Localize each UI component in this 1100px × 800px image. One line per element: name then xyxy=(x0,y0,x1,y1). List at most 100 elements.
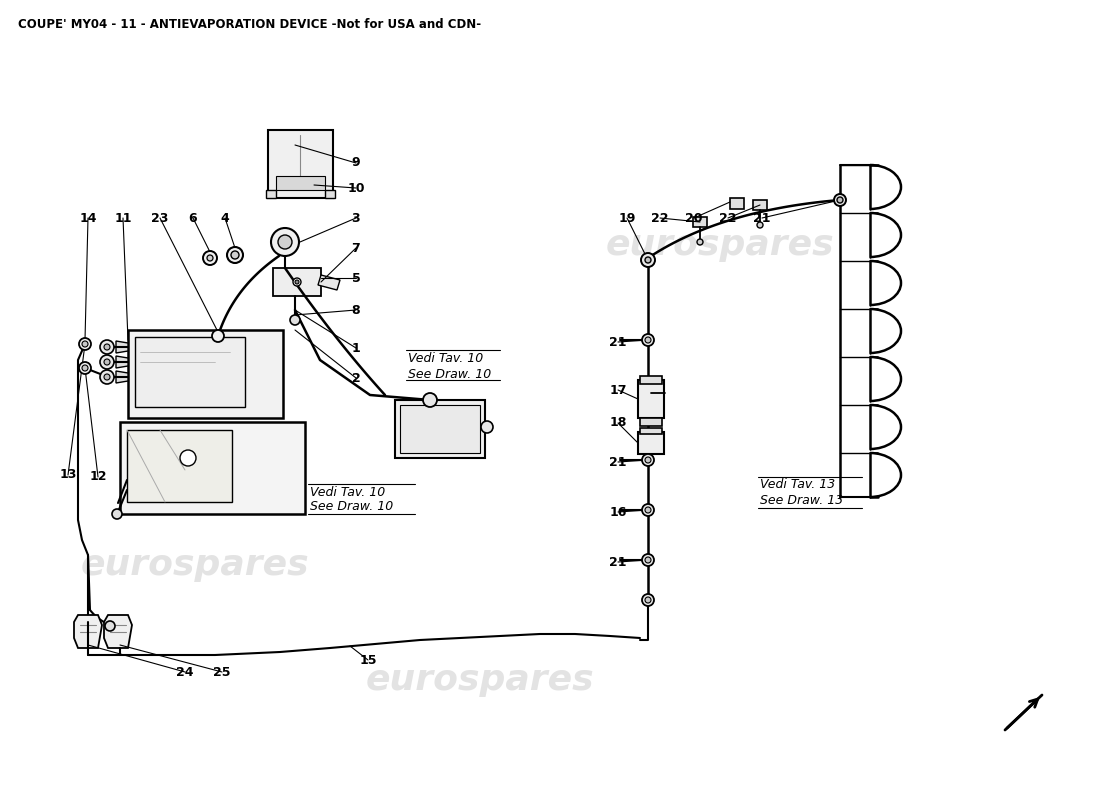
Polygon shape xyxy=(318,275,340,290)
Bar xyxy=(693,217,707,227)
Bar xyxy=(268,130,333,198)
Text: 9: 9 xyxy=(352,157,361,170)
Bar xyxy=(126,430,232,502)
Circle shape xyxy=(104,359,110,365)
Circle shape xyxy=(231,251,239,259)
Bar xyxy=(395,400,485,458)
Polygon shape xyxy=(104,615,132,648)
Circle shape xyxy=(757,222,763,228)
Text: eurospares: eurospares xyxy=(80,548,309,582)
Circle shape xyxy=(642,554,654,566)
Text: 6: 6 xyxy=(189,211,197,225)
Circle shape xyxy=(104,621,116,631)
Circle shape xyxy=(645,507,651,513)
Text: See Draw. 10: See Draw. 10 xyxy=(408,367,492,381)
Bar xyxy=(638,432,664,454)
Circle shape xyxy=(290,315,300,325)
Text: 2: 2 xyxy=(352,371,361,385)
Bar xyxy=(640,428,662,434)
Text: 25: 25 xyxy=(213,666,231,678)
Circle shape xyxy=(100,370,114,384)
Bar xyxy=(135,337,245,407)
Circle shape xyxy=(82,341,88,347)
Circle shape xyxy=(82,365,88,371)
Bar xyxy=(128,330,283,418)
Text: 11: 11 xyxy=(114,211,132,225)
Text: 21: 21 xyxy=(754,211,771,225)
Polygon shape xyxy=(116,341,128,353)
Text: eurospares: eurospares xyxy=(606,228,834,262)
Polygon shape xyxy=(116,356,128,368)
Text: 21: 21 xyxy=(609,335,627,349)
Circle shape xyxy=(79,362,91,374)
Bar xyxy=(638,380,664,418)
Text: 1: 1 xyxy=(352,342,361,354)
Circle shape xyxy=(642,454,654,466)
Circle shape xyxy=(645,557,651,563)
Text: 10: 10 xyxy=(348,182,365,194)
Bar xyxy=(273,268,321,296)
Circle shape xyxy=(645,597,651,603)
Text: 19: 19 xyxy=(618,211,636,225)
Bar xyxy=(120,422,305,514)
Circle shape xyxy=(642,594,654,606)
Circle shape xyxy=(834,194,846,206)
Text: See Draw. 13: See Draw. 13 xyxy=(760,494,844,507)
Circle shape xyxy=(481,421,493,433)
Circle shape xyxy=(645,257,651,263)
Bar xyxy=(730,198,744,209)
Text: 7: 7 xyxy=(352,242,361,254)
Circle shape xyxy=(104,344,110,350)
Text: COUPE' MY04 - 11 - ANTIEVAPORATION DEVICE -Not for USA and CDN-: COUPE' MY04 - 11 - ANTIEVAPORATION DEVIC… xyxy=(18,18,481,31)
Circle shape xyxy=(180,450,196,466)
Circle shape xyxy=(271,228,299,256)
Bar xyxy=(266,190,276,198)
Text: 23: 23 xyxy=(152,211,168,225)
Text: 22: 22 xyxy=(719,211,737,225)
Circle shape xyxy=(100,340,114,354)
Text: 17: 17 xyxy=(609,383,627,397)
Bar xyxy=(640,376,662,384)
Bar xyxy=(640,418,662,426)
Circle shape xyxy=(104,374,110,380)
Circle shape xyxy=(212,330,224,342)
Circle shape xyxy=(697,239,703,245)
Circle shape xyxy=(642,504,654,516)
Text: Vedi Tav. 10: Vedi Tav. 10 xyxy=(310,486,385,498)
Polygon shape xyxy=(74,615,102,648)
Circle shape xyxy=(293,278,301,286)
Text: 12: 12 xyxy=(89,470,107,483)
Text: eurospares: eurospares xyxy=(365,663,594,697)
Text: 20: 20 xyxy=(685,211,703,225)
Circle shape xyxy=(642,334,654,346)
Circle shape xyxy=(645,457,651,463)
Circle shape xyxy=(112,509,122,519)
Text: 13: 13 xyxy=(59,469,77,482)
Circle shape xyxy=(837,197,843,203)
Circle shape xyxy=(645,337,651,343)
Polygon shape xyxy=(116,371,128,383)
Text: 3: 3 xyxy=(352,211,361,225)
Bar xyxy=(400,405,480,453)
Bar xyxy=(324,190,336,198)
Circle shape xyxy=(278,235,292,249)
Text: 21: 21 xyxy=(609,555,627,569)
Text: See Draw. 10: See Draw. 10 xyxy=(310,501,394,514)
Bar xyxy=(754,200,767,210)
Text: 4: 4 xyxy=(221,211,230,225)
Text: 21: 21 xyxy=(609,455,627,469)
Text: Vedi Tav. 13: Vedi Tav. 13 xyxy=(760,478,835,491)
Text: 22: 22 xyxy=(651,211,669,225)
Circle shape xyxy=(227,247,243,263)
Circle shape xyxy=(79,338,91,350)
Text: 16: 16 xyxy=(609,506,627,518)
Text: 5: 5 xyxy=(352,271,361,285)
Text: 24: 24 xyxy=(176,666,194,678)
Circle shape xyxy=(295,280,299,284)
Circle shape xyxy=(100,355,114,369)
Text: 15: 15 xyxy=(360,654,376,666)
Circle shape xyxy=(641,253,654,267)
Text: 14: 14 xyxy=(79,211,97,225)
Bar xyxy=(276,176,324,190)
Text: 18: 18 xyxy=(609,417,627,430)
